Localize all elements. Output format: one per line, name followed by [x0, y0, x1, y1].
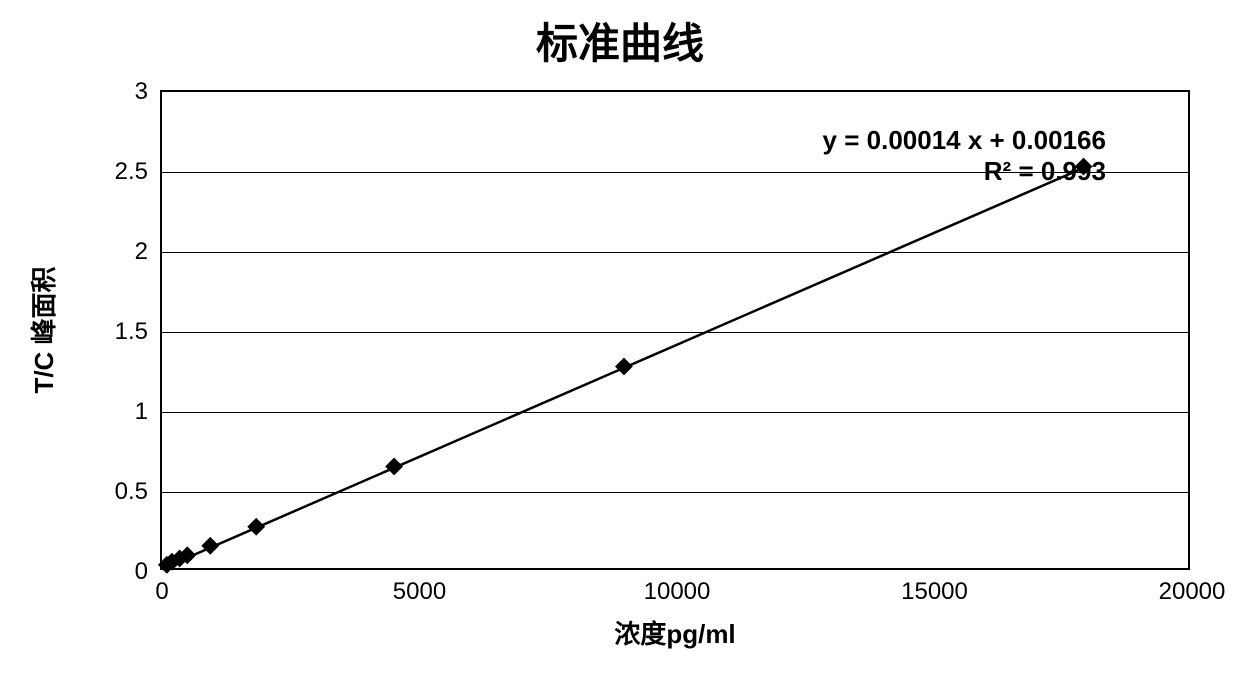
data-marker — [247, 518, 265, 536]
chart-svg-overlay — [162, 92, 1188, 568]
data-marker — [615, 358, 633, 376]
y-tick-label: 1.5 — [115, 318, 162, 346]
gridline — [162, 252, 1188, 253]
y-tick-label: 1 — [135, 398, 162, 426]
x-tick-label: 20000 — [1159, 568, 1226, 606]
y-axis-label: T/C 峰面积 — [24, 266, 61, 393]
x-axis-label: 浓度pg/ml — [614, 614, 735, 651]
gridline — [162, 172, 1188, 173]
x-tick-label: 0 — [155, 568, 168, 606]
y-tick-label: 0.5 — [115, 478, 162, 506]
gridline — [162, 412, 1188, 413]
y-tick-label: 3 — [135, 78, 162, 106]
data-marker — [201, 537, 219, 555]
gridline — [162, 332, 1188, 333]
data-marker — [385, 458, 403, 476]
y-tick-label: 2.5 — [115, 158, 162, 186]
x-tick-label: 15000 — [901, 568, 968, 606]
y-tick-label: 2 — [135, 238, 162, 266]
plot-area: T/C 峰面积 浓度pg/ml y = 0.00014 x + 0.00166 … — [160, 90, 1190, 570]
gridline — [162, 492, 1188, 493]
x-tick-label: 5000 — [393, 568, 446, 606]
x-tick-label: 10000 — [644, 568, 711, 606]
chart-title: 标准曲线 — [0, 10, 1240, 71]
standard-curve-chart: 标准曲线 T/C 峰面积 浓度pg/ml y = 0.00014 x + 0.0… — [0, 0, 1240, 690]
